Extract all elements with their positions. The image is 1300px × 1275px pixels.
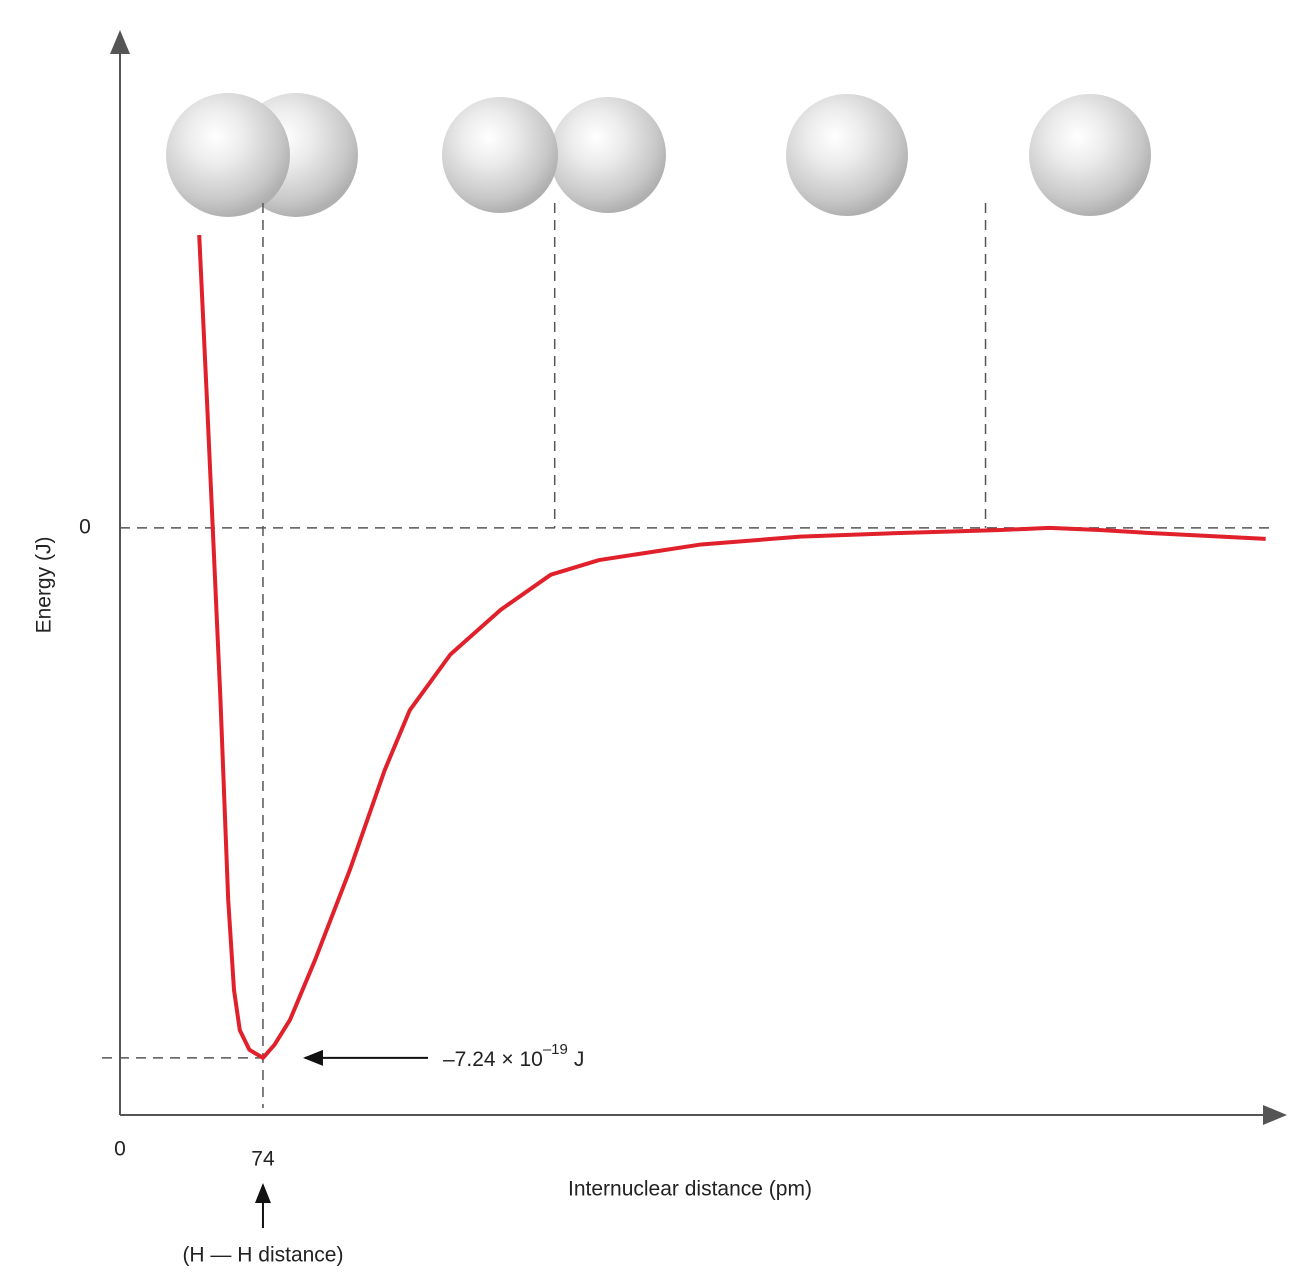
x-tick-label: 74 [251,1148,275,1171]
annotation-unit: J [574,1047,585,1070]
y-tick-label: 0 [79,515,91,538]
x-tick-label: 0 [114,1138,126,1161]
annotation-exponent: –19 [543,1041,568,1058]
molecules [166,93,1151,217]
y-axis-label: Energy (J) [33,537,56,634]
atom [786,94,908,216]
annotation-label: –7.24 × 10–19 J [443,1041,584,1071]
marker-label: (H — H distance) [182,1244,343,1267]
energy-curve [197,234,1266,1060]
atom [1029,94,1151,216]
atom [166,93,290,217]
annotation-text: –7.24 × 10 [443,1047,543,1070]
x-axis-label: Internuclear distance (pm) [568,1178,812,1201]
atom [442,97,558,213]
atom [550,97,666,213]
